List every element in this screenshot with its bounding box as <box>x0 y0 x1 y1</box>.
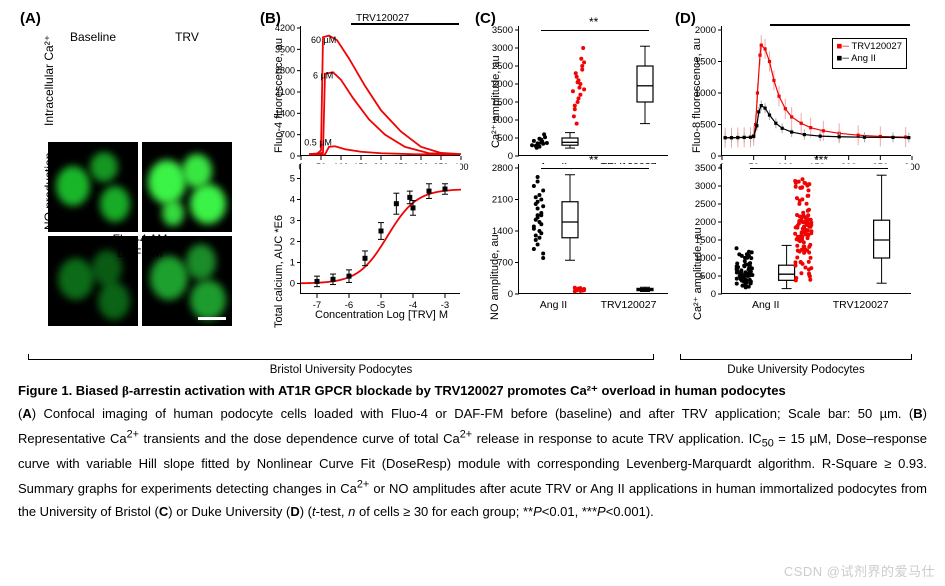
d2-sig: *** <box>814 153 828 167</box>
svg-text:Ang II: Ang II <box>752 299 779 311</box>
svg-text:0: 0 <box>711 289 716 300</box>
svg-text:0: 0 <box>711 151 716 162</box>
svg-text:700: 700 <box>280 130 295 140</box>
svg-text:0: 0 <box>290 279 295 290</box>
caption-title-greek: β <box>122 383 129 398</box>
chart-b-doseresp: 012345-7-6-5-4-3 Concentration Log [TRV]… <box>300 164 460 294</box>
legend-ang: Ang II <box>851 53 876 64</box>
svg-text:60 µM: 60 µM <box>311 35 336 45</box>
svg-text:3000: 3000 <box>695 181 716 192</box>
svg-text:TRV120027: TRV120027 <box>601 299 657 311</box>
sublabel-fluo4: Fluo-4 AM <box>48 232 232 246</box>
svg-text:0: 0 <box>508 289 513 300</box>
panel-d: (D) Fluo-8 fluorescence, au 050010001500… <box>673 8 918 338</box>
caption-title-2: -arrestin activation with AT1R GPCR bloc… <box>129 383 786 398</box>
svg-text:6 µM: 6 µM <box>313 70 333 80</box>
panel-label-d: (D) <box>675 10 696 27</box>
svg-text:500: 500 <box>700 271 716 282</box>
caption-body: (A) Confocal imaging of human podocyte c… <box>18 406 927 519</box>
panel-b: (B) Fluo-4 fluorescence, au 070014002100… <box>258 8 473 338</box>
svg-text:1000: 1000 <box>695 253 716 264</box>
svg-text:1000: 1000 <box>695 88 716 99</box>
sublabel-daffm: DAF-FM <box>48 246 232 260</box>
d1-legend: ■─ TRV120027 ■─ Ang II <box>832 38 907 69</box>
svg-text:500: 500 <box>497 133 513 144</box>
watermark: CSDN @试剂界的爱马仕 <box>784 561 935 580</box>
panel-label-a: (A) <box>20 10 41 27</box>
col-trv: TRV <box>142 30 232 44</box>
b2-xlabel: Concentration Log [TRV] M <box>315 309 448 321</box>
svg-text:500: 500 <box>700 120 716 131</box>
d1-title-bar <box>770 24 910 26</box>
svg-text:1500: 1500 <box>695 235 716 246</box>
c2-ylabel: NO amplitude, au <box>489 234 501 320</box>
svg-text:4200: 4200 <box>275 23 295 33</box>
svg-text:Ang II: Ang II <box>540 299 567 311</box>
svg-text:3: 3 <box>290 216 295 227</box>
svg-text:2000: 2000 <box>695 217 716 228</box>
scale-bar <box>198 317 226 320</box>
svg-text:2100: 2100 <box>275 87 295 97</box>
bracket-bristol-label: Bristol University Podocytes <box>28 364 654 376</box>
svg-text:0: 0 <box>508 151 513 162</box>
svg-text:2100: 2100 <box>492 195 513 206</box>
svg-text:2000: 2000 <box>492 79 513 90</box>
svg-text:2500: 2500 <box>695 199 716 210</box>
micrograph-ca-baseline <box>48 142 138 232</box>
svg-text:1500: 1500 <box>492 97 513 108</box>
bracket-duke-label: Duke University Podocytes <box>680 364 912 376</box>
svg-text:2800: 2800 <box>492 163 513 174</box>
svg-text:1400: 1400 <box>492 226 513 237</box>
b1-title-bar <box>351 23 459 25</box>
svg-text:3500: 3500 <box>695 163 716 174</box>
svg-text:3500: 3500 <box>275 44 295 54</box>
c2-sig: ** <box>589 153 598 167</box>
caption-title-1: Figure 1. Biased <box>18 383 122 398</box>
micrograph-ca-trv <box>142 142 232 232</box>
c1-sig: ** <box>589 15 598 29</box>
svg-text:3500: 3500 <box>492 25 513 36</box>
svg-text:1000: 1000 <box>492 115 513 126</box>
svg-text:0: 0 <box>290 151 295 161</box>
chart-d-trace: 0500100015002000050100150200250300 ■─ TR… <box>721 26 911 156</box>
d2-sigbar <box>750 168 888 169</box>
c2-sigbar <box>541 168 649 169</box>
col-baseline: Baseline <box>48 30 138 44</box>
panel-c: (C) Ca²⁺ amplitude, au 05001000150020002… <box>473 8 673 338</box>
svg-text:4: 4 <box>290 195 295 206</box>
b2-ylabel: Total calcium, AUC *E6 <box>273 215 285 328</box>
svg-text:1500: 1500 <box>695 57 716 68</box>
svg-text:2: 2 <box>290 237 295 248</box>
chart-c-ca: 0500100015002000250030003500Ang IITRV120… <box>518 26 668 156</box>
svg-text:0.5 µM: 0.5 µM <box>304 137 332 147</box>
chart-d-ca: 0500100015002000250030003500Ang IITRV120… <box>721 164 911 294</box>
panel-a-grid: Baseline TRV <box>48 26 232 254</box>
svg-text:5: 5 <box>290 174 295 185</box>
panel-a: (A) Intracellular Ca²⁺ NO production Bas… <box>18 8 258 338</box>
figure-caption: Figure 1. Biased β-arrestin activation w… <box>18 380 927 524</box>
svg-text:2500: 2500 <box>492 61 513 72</box>
svg-text:TRV120027: TRV120027 <box>833 299 889 311</box>
c1-sigbar <box>541 30 649 31</box>
svg-text:3000: 3000 <box>492 43 513 54</box>
chart-b-transients: 0700140021002800350042000501001502002503… <box>300 26 460 156</box>
chart-c-no: 0700140021002800Ang IITRV120027 ** <box>518 164 668 294</box>
legend-trv: TRV120027 <box>851 41 902 52</box>
svg-text:1400: 1400 <box>275 108 295 118</box>
figure-panels-row: (A) Intracellular Ca²⁺ NO production Bas… <box>18 8 927 338</box>
svg-text:700: 700 <box>497 258 513 269</box>
svg-text:2000: 2000 <box>695 25 716 36</box>
svg-text:1: 1 <box>290 258 295 269</box>
svg-text:2800: 2800 <box>275 66 295 76</box>
